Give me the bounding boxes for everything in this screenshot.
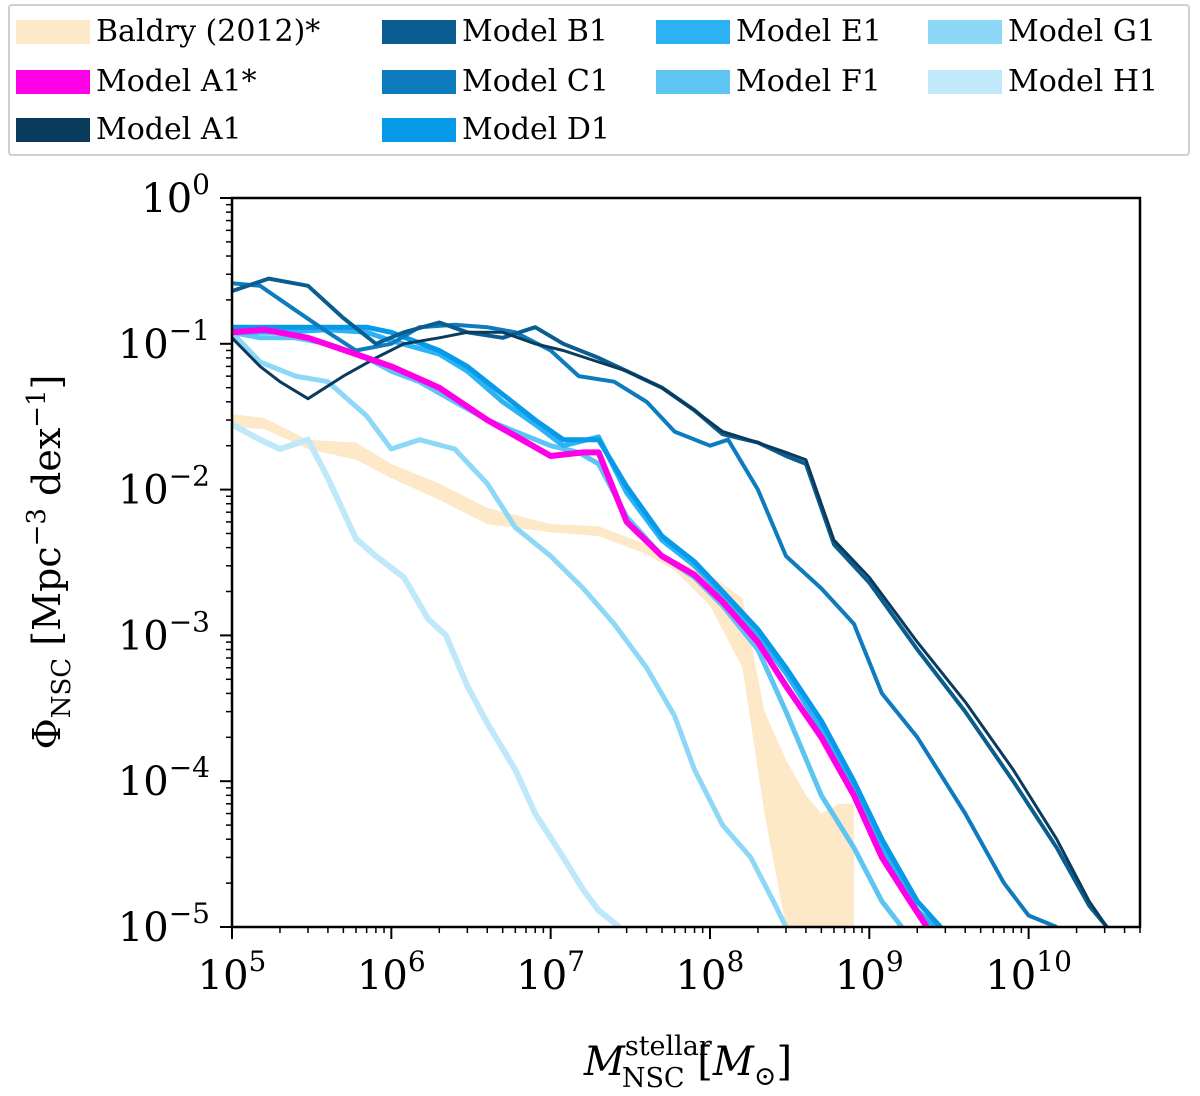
legend-label: Model A1* xyxy=(96,64,257,99)
legend-swatch xyxy=(382,20,456,44)
series-model-g1 xyxy=(232,330,789,927)
legend-entry: Model B1 xyxy=(382,12,608,52)
x-tick-label: 106 xyxy=(357,945,426,999)
legend-swatch xyxy=(16,118,90,142)
legend-label: Model E1 xyxy=(736,14,882,49)
legend-swatch xyxy=(928,70,1002,94)
legend-entry: Model C1 xyxy=(382,62,609,102)
legend-label: Model B1 xyxy=(462,14,609,49)
legend-entry: Model F1 xyxy=(656,62,881,102)
plot-area xyxy=(232,276,1109,927)
legend-swatch xyxy=(656,70,730,94)
legend-label: Model D1 xyxy=(462,112,611,147)
axes-frame xyxy=(230,196,1142,929)
y-axis-label: ΦNSC [Mpc−3 dex−1] xyxy=(22,375,77,750)
y-tick-label: 10−1 xyxy=(118,314,210,368)
x-tick-label: 107 xyxy=(516,945,585,999)
legend-swatch xyxy=(16,70,90,94)
legend-swatch xyxy=(928,20,1002,44)
series-model-a1 xyxy=(232,330,1109,927)
y-tick-label: 10−5 xyxy=(118,897,210,951)
legend-swatch xyxy=(656,20,730,44)
legend-entry: Model E1 xyxy=(656,12,882,52)
legend-label: Baldry (2012)* xyxy=(96,14,321,49)
legend-entry: Model H1 xyxy=(928,62,1158,102)
legend-swatch xyxy=(382,70,456,94)
legend-entry: Model G1 xyxy=(928,12,1156,52)
y-tick-label: 100 xyxy=(141,168,210,222)
y-tick-label: 10−2 xyxy=(118,460,210,514)
band-baldry-2012 xyxy=(232,414,854,927)
legend-swatch xyxy=(16,20,90,44)
legend-entry: Baldry (2012)* xyxy=(16,12,320,52)
legend-entry: Model A1 xyxy=(16,110,242,150)
legend-label: Model F1 xyxy=(736,64,881,99)
series-model-a1-star xyxy=(232,326,930,927)
legend: Baldry (2012)* Model A1* Model A1 Model B1 M… xyxy=(8,4,1190,156)
legend-swatch xyxy=(382,118,456,142)
y-tick-label: 10−3 xyxy=(118,605,210,659)
legend-label: Model H1 xyxy=(1008,64,1159,99)
legend-label: Model G1 xyxy=(1008,14,1156,49)
series-model-h1 xyxy=(232,421,622,927)
axis-ticks: 105 106 107 108 109 1010 100 10−1 10−2 10−3 10−4 10… xyxy=(118,168,1141,999)
x-tick-label: 1010 xyxy=(985,945,1072,999)
legend-entry: Model A1* xyxy=(16,62,257,102)
legend-label: Model A1 xyxy=(96,112,242,147)
legend-label: Model C1 xyxy=(462,64,609,99)
series-model-c1 xyxy=(232,281,1058,927)
legend-entry: Model D1 xyxy=(382,110,610,150)
series-model-d1 xyxy=(232,324,943,927)
x-tick-label: 105 xyxy=(198,945,267,999)
x-tick-label: 109 xyxy=(835,945,904,999)
x-axis-label: Mstellar NSC [M⊙] xyxy=(583,1031,792,1094)
x-tick-label: 108 xyxy=(676,945,745,999)
y-tick-label: 10−4 xyxy=(118,751,210,805)
